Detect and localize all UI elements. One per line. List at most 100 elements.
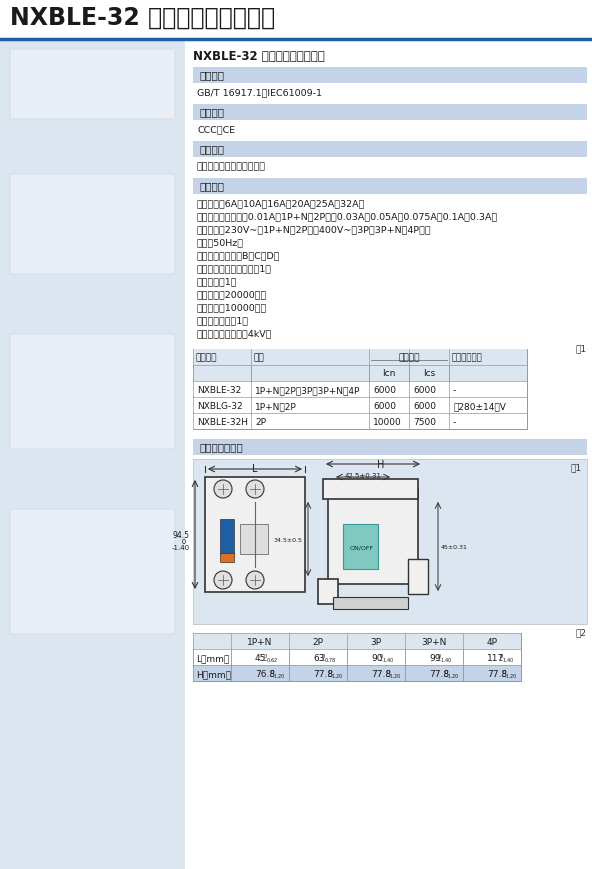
Text: 2P: 2P xyxy=(313,637,323,647)
Text: 0: 0 xyxy=(175,539,186,545)
Text: 45: 45 xyxy=(255,653,266,662)
Text: 额定剩余动作电流：0.01A（1P+N、2P）、0.03A、0.05A、0.075A、0.1A、0.3A；: 额定剩余动作电流：0.01A（1P+N、2P）、0.03A、0.05A、0.07… xyxy=(197,212,498,221)
Text: 99: 99 xyxy=(429,653,440,662)
Text: H: H xyxy=(377,460,384,469)
Bar xyxy=(0,0,592,42)
Bar xyxy=(193,440,587,455)
Bar xyxy=(10,509,175,634)
Text: 1P+N: 1P+N xyxy=(247,637,273,647)
Circle shape xyxy=(246,571,264,589)
Text: Ics: Ics xyxy=(423,368,435,377)
Text: 分断能力: 分断能力 xyxy=(398,353,420,362)
Text: 117: 117 xyxy=(487,653,504,662)
Bar xyxy=(0,42,185,869)
Text: Icn: Icn xyxy=(382,368,395,377)
Text: 90: 90 xyxy=(371,653,382,662)
Text: $^{\ 0}_{-1.20}$: $^{\ 0}_{-1.20}$ xyxy=(501,668,517,681)
Text: 表2: 表2 xyxy=(576,627,587,636)
Text: 34.5±0.5: 34.5±0.5 xyxy=(274,537,303,542)
Bar xyxy=(318,580,338,604)
Bar xyxy=(333,597,408,609)
Bar xyxy=(193,666,521,681)
Circle shape xyxy=(214,571,232,589)
Text: 过压动作范围: 过压动作范围 xyxy=(452,353,482,362)
Text: 机械寿命：20000次；: 机械寿命：20000次； xyxy=(197,289,267,299)
Bar xyxy=(10,50,175,120)
Text: $^{\ 0}_{-0.62}$: $^{\ 0}_{-0.62}$ xyxy=(262,653,279,666)
Text: 2P: 2P xyxy=(255,417,266,427)
Bar xyxy=(193,414,527,429)
Bar xyxy=(193,179,587,195)
Text: 77.8: 77.8 xyxy=(313,669,333,678)
Text: 10000: 10000 xyxy=(373,417,402,427)
Text: NXBLE-32 剩余电流动作断路器: NXBLE-32 剩余电流动作断路器 xyxy=(10,6,275,30)
Text: NXBLG-32: NXBLG-32 xyxy=(197,401,243,410)
Text: L（mm）: L（mm） xyxy=(196,653,229,662)
Text: 77.8: 77.8 xyxy=(429,669,449,678)
Text: 电磁脱扣器类型：B、C、D；: 电磁脱扣器类型：B、C、D； xyxy=(197,251,281,260)
Bar xyxy=(193,349,527,429)
Text: 极数：见表1；: 极数：见表1； xyxy=(197,276,237,286)
Text: 过载、短路、剩余电流动作: 过载、短路、剩余电流动作 xyxy=(197,162,266,171)
Text: $^{\ 0}_{-1.20}$: $^{\ 0}_{-1.20}$ xyxy=(385,668,401,681)
Text: ON/OFF: ON/OFF xyxy=(350,544,374,549)
Bar xyxy=(323,480,418,500)
Text: 外形及安装尺寸: 外形及安装尺寸 xyxy=(199,441,243,452)
Text: 过电压保护范围值：见表1；: 过电压保护范围值：见表1； xyxy=(197,263,272,273)
Text: -: - xyxy=(453,417,456,427)
Text: 77.8: 77.8 xyxy=(487,669,507,678)
Text: 额定冲击耐受电压：4kV。: 额定冲击耐受电压：4kV。 xyxy=(197,328,272,338)
Text: 表1: 表1 xyxy=(576,343,587,353)
Bar xyxy=(193,397,527,414)
Bar xyxy=(220,554,234,562)
Text: $^{\ 0}_{-1.20}$: $^{\ 0}_{-1.20}$ xyxy=(327,668,343,681)
Text: $^{\ 0}_{-1.40}$: $^{\ 0}_{-1.40}$ xyxy=(436,653,453,666)
Text: 1P+N、2P: 1P+N、2P xyxy=(255,401,297,410)
Text: 3P: 3P xyxy=(371,637,382,647)
Bar xyxy=(10,335,175,449)
Text: 6000: 6000 xyxy=(413,386,436,395)
Text: 主要功能: 主要功能 xyxy=(199,144,224,154)
Bar xyxy=(193,634,521,681)
Bar xyxy=(193,649,521,666)
Circle shape xyxy=(214,481,232,499)
Bar xyxy=(408,560,428,594)
Text: $^{\ 0}_{-1.20}$: $^{\ 0}_{-1.20}$ xyxy=(269,668,285,681)
Text: $^{\ 0}_{-1.40}$: $^{\ 0}_{-1.40}$ xyxy=(378,653,395,666)
Text: 45±0.31: 45±0.31 xyxy=(441,544,468,549)
Text: 技术参数: 技术参数 xyxy=(199,181,224,191)
Text: 电气寿命：10000次；: 电气寿命：10000次； xyxy=(197,302,267,312)
Text: 频率：50Hz；: 频率：50Hz； xyxy=(197,238,244,247)
Text: 极数: 极数 xyxy=(254,353,265,362)
Text: $^{\ 0}_{-1.20}$: $^{\ 0}_{-1.20}$ xyxy=(443,668,459,681)
Text: $^{\ 0}_{-1.40}$: $^{\ 0}_{-1.40}$ xyxy=(497,653,514,666)
Text: 符合认证: 符合认证 xyxy=(199,107,224,116)
Text: GB/T 16917.1，IEC61009-1: GB/T 16917.1，IEC61009-1 xyxy=(197,88,322,96)
Text: $^{\ 0}_{-0.78}$: $^{\ 0}_{-0.78}$ xyxy=(320,653,336,666)
Bar xyxy=(193,142,587,158)
Text: 42.5±0.31: 42.5±0.31 xyxy=(345,473,381,479)
Circle shape xyxy=(246,481,264,499)
Bar xyxy=(328,489,418,584)
Text: 额定电流：6A、10A、16A、20A、25A、32A；: 额定电流：6A、10A、16A、20A、25A、32A； xyxy=(197,199,365,208)
Text: 产品型号: 产品型号 xyxy=(196,353,217,362)
Text: 77.8: 77.8 xyxy=(371,669,391,678)
Bar xyxy=(10,175,175,275)
Bar xyxy=(240,524,268,554)
Text: NXBLE-32: NXBLE-32 xyxy=(197,386,242,395)
Bar xyxy=(193,105,587,121)
Text: 额定电压：230V~（1P+N、2P），400V~（3P、3P+N、4P）；: 额定电压：230V~（1P+N、2P），400V~（3P、3P+N、4P）； xyxy=(197,225,432,234)
Text: 1P+N、2P、3P、3P+N、4P: 1P+N、2P、3P、3P+N、4P xyxy=(255,386,361,395)
Text: 符合标准: 符合标准 xyxy=(199,70,224,80)
Text: 63: 63 xyxy=(313,653,324,662)
Bar xyxy=(205,477,305,593)
Text: CCC、CE: CCC、CE xyxy=(197,125,235,134)
Text: L: L xyxy=(252,463,258,474)
Text: 76.8: 76.8 xyxy=(255,669,275,678)
Bar xyxy=(193,68,587,84)
Bar xyxy=(193,381,527,397)
Bar xyxy=(193,349,527,366)
Text: （280±14）V: （280±14）V xyxy=(453,401,506,410)
Text: -: - xyxy=(453,386,456,395)
Bar xyxy=(193,634,521,649)
